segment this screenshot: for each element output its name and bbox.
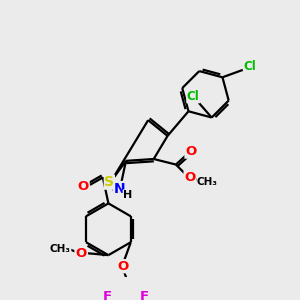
Text: Cl: Cl bbox=[187, 90, 200, 103]
Text: Cl: Cl bbox=[244, 60, 256, 73]
Text: O: O bbox=[78, 180, 89, 193]
Text: O: O bbox=[185, 145, 196, 158]
Text: CH₃: CH₃ bbox=[50, 244, 71, 254]
Text: O: O bbox=[75, 247, 86, 260]
Text: S: S bbox=[104, 175, 114, 189]
Text: O: O bbox=[184, 171, 195, 184]
Text: F: F bbox=[103, 290, 112, 300]
Text: CH₃: CH₃ bbox=[197, 177, 218, 187]
Text: N: N bbox=[114, 182, 125, 196]
Text: O: O bbox=[118, 260, 129, 273]
Text: F: F bbox=[140, 290, 149, 300]
Text: H: H bbox=[123, 190, 132, 200]
